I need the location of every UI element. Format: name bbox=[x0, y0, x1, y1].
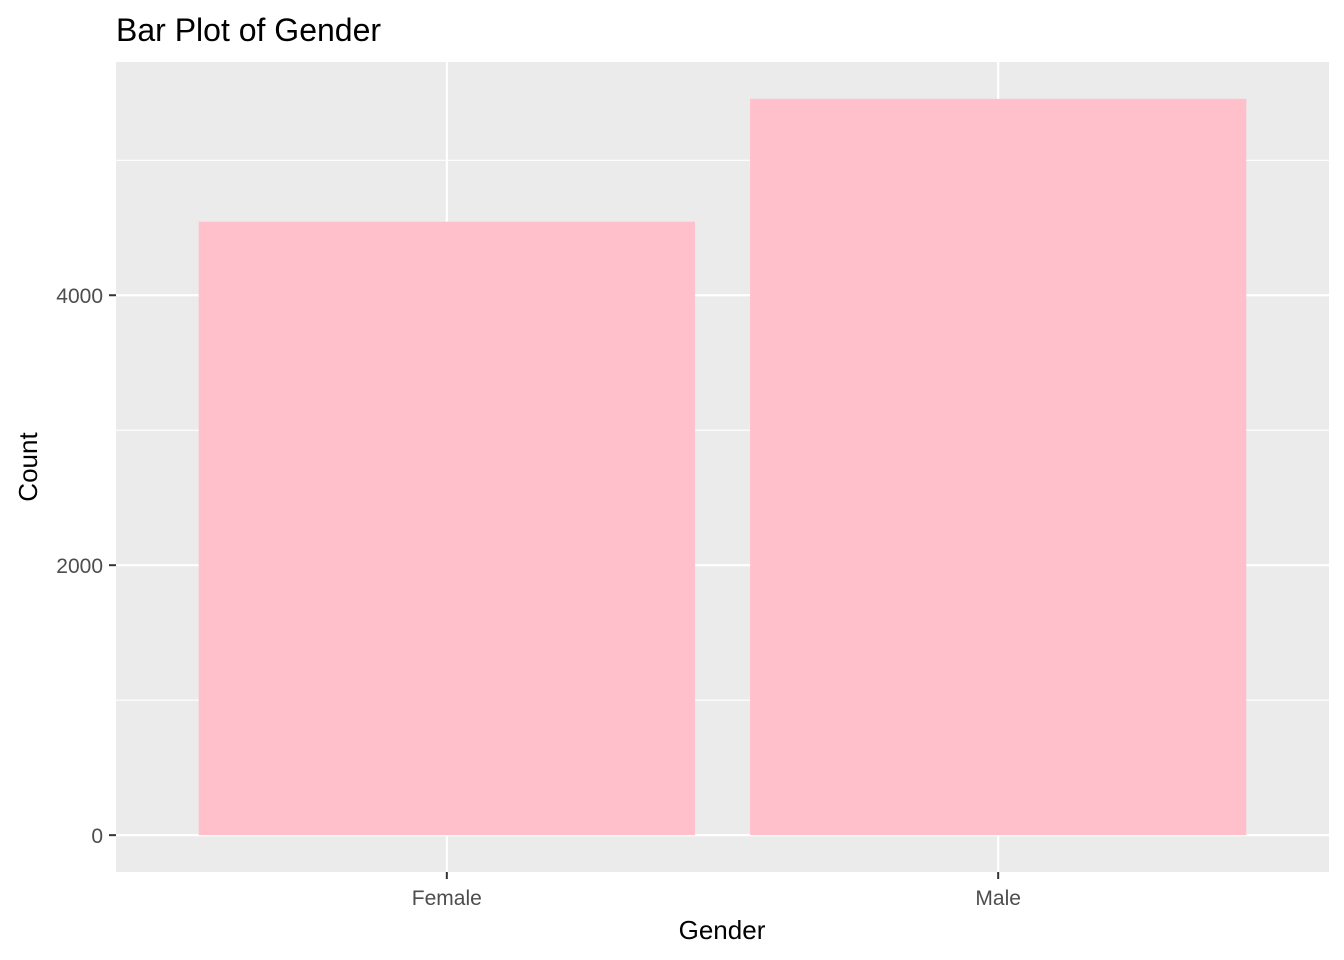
x-tick-label: Male bbox=[975, 887, 1021, 910]
x-tick-label: Female bbox=[412, 887, 482, 910]
bar-female bbox=[198, 221, 695, 836]
bar-male bbox=[750, 98, 1247, 836]
y-axis-title: Count bbox=[13, 432, 43, 502]
x-axis-title: Gender bbox=[679, 915, 766, 945]
y-tick-label: 0 bbox=[91, 825, 103, 848]
bars bbox=[198, 98, 1247, 836]
y-tick-label: 2000 bbox=[56, 555, 103, 578]
y-tick-label: 4000 bbox=[56, 285, 103, 308]
y-axis: 0 2000 4000 bbox=[56, 285, 116, 848]
x-axis: Female Male bbox=[412, 872, 1021, 910]
chart-title: Bar Plot of Gender bbox=[116, 12, 381, 48]
